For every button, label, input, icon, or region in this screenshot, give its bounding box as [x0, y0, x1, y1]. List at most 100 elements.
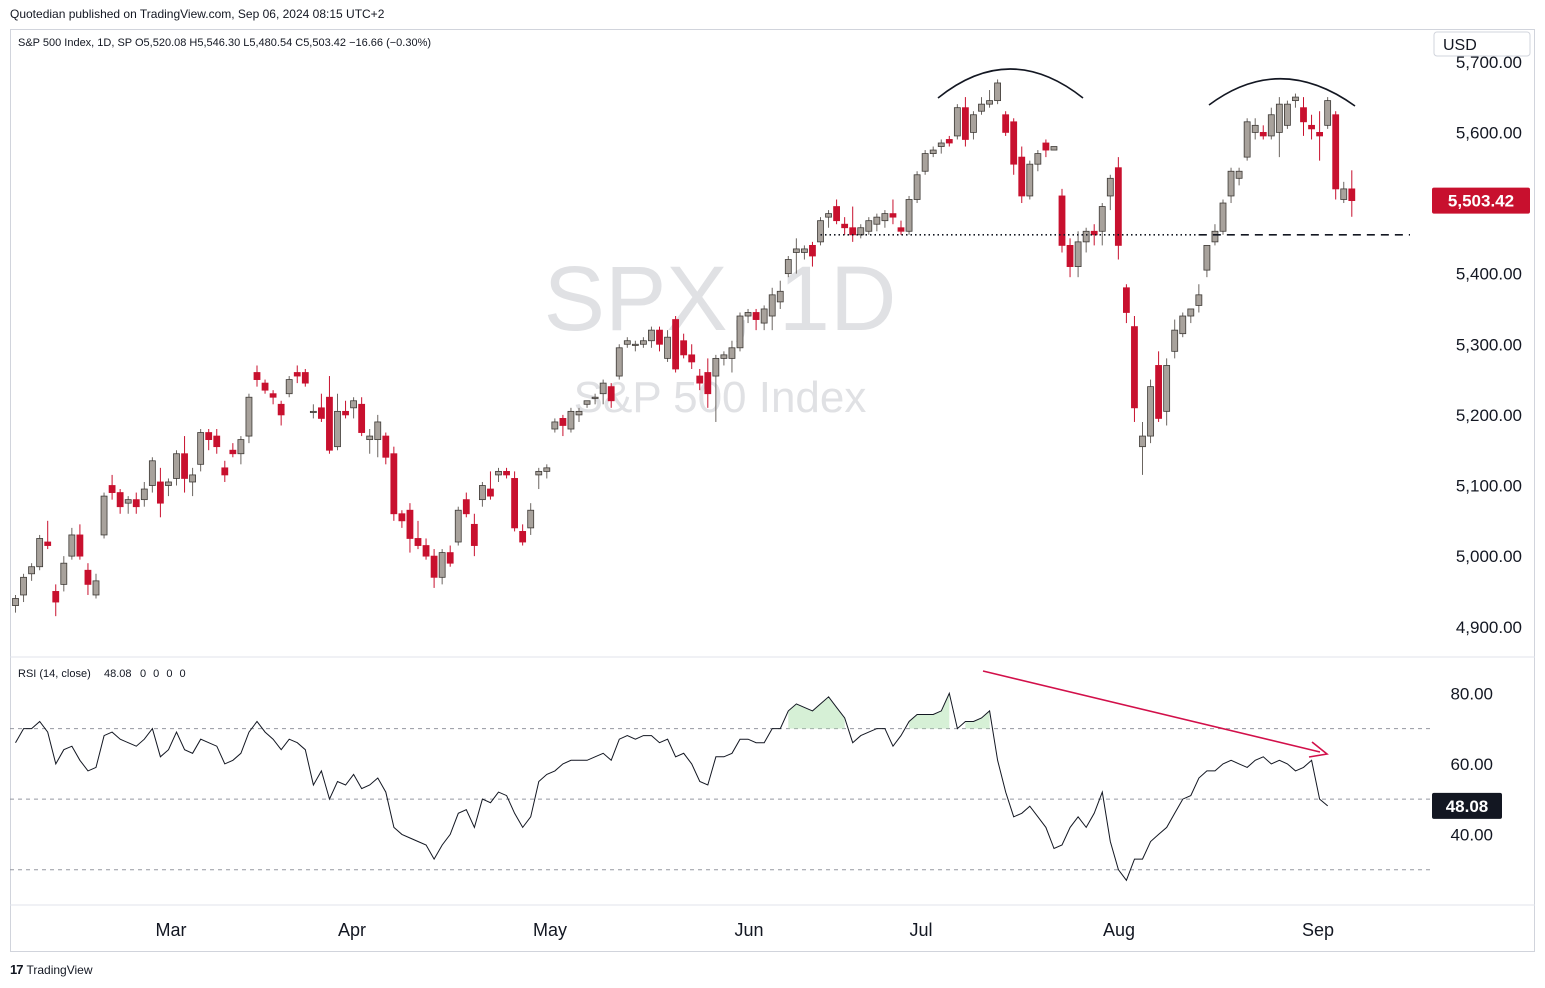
candle — [309, 404, 317, 419]
candle — [1203, 244, 1211, 278]
candle — [784, 255, 792, 278]
candle-body — [527, 509, 535, 529]
candle-body — [358, 403, 366, 433]
candle — [446, 545, 454, 567]
rsi-tick-label: 40.00 — [1450, 825, 1493, 844]
candle-body — [430, 555, 438, 578]
candle — [599, 379, 607, 405]
candle — [430, 549, 438, 588]
chart-frame — [10, 29, 1535, 952]
candle-body — [865, 220, 873, 232]
price-tick-label: 5,700.00 — [1456, 53, 1522, 72]
time-tick-label: Sep — [1302, 920, 1334, 940]
candle — [1050, 146, 1058, 151]
candle — [12, 594, 19, 613]
candle-body — [140, 488, 148, 501]
candle — [221, 460, 229, 482]
candle — [1292, 93, 1299, 108]
candle-body — [656, 329, 663, 345]
candle — [342, 400, 349, 419]
candle-body — [1324, 100, 1332, 126]
candle-body — [1316, 132, 1323, 137]
candle-body — [414, 538, 422, 546]
candle-body — [720, 354, 728, 359]
candle-body — [60, 562, 68, 585]
candle — [1284, 100, 1291, 129]
candle — [591, 393, 599, 405]
candle — [664, 330, 671, 362]
candle-body — [736, 315, 744, 349]
candle-body — [728, 347, 736, 359]
candle-body — [245, 396, 253, 437]
candle — [165, 478, 172, 497]
candle-body — [945, 139, 953, 144]
candle-body — [631, 343, 639, 346]
candle — [1275, 97, 1283, 158]
candle — [1332, 111, 1340, 200]
candle-body — [390, 453, 398, 515]
price-tick-label: 5,200.00 — [1456, 406, 1522, 425]
candle — [1171, 319, 1179, 359]
candle — [1316, 111, 1323, 161]
candle-body — [962, 107, 969, 140]
candle — [519, 524, 527, 546]
candle-body — [913, 174, 921, 200]
candle — [1195, 284, 1203, 313]
candle — [1098, 203, 1106, 246]
candle-body — [1211, 230, 1219, 243]
candle — [849, 206, 857, 242]
candle-body — [181, 453, 188, 479]
candle-body — [148, 460, 156, 486]
candle-body — [1163, 365, 1171, 412]
candle-body — [801, 248, 808, 253]
candle — [334, 393, 341, 451]
candle — [736, 312, 744, 352]
candle — [535, 467, 543, 490]
candle-body — [994, 82, 1001, 102]
candle — [1251, 118, 1259, 140]
candle — [945, 135, 953, 147]
candle-body — [1187, 308, 1195, 317]
candle — [1026, 160, 1034, 200]
candle — [857, 224, 865, 239]
candle-body — [398, 513, 406, 522]
candle-body — [446, 552, 454, 564]
candle — [28, 563, 36, 581]
candle — [1114, 157, 1122, 260]
candle-body — [350, 400, 358, 409]
candle — [607, 383, 615, 408]
price-legend: S&P 500 Index, 1D, SP O5,520.08 H5,546.3… — [18, 37, 431, 49]
currency-badge-box[interactable] — [1433, 31, 1531, 57]
candle — [905, 195, 913, 235]
candle — [1034, 150, 1042, 172]
rsi-value-badge: 48.08 — [1446, 797, 1489, 816]
candle-body — [221, 467, 229, 476]
candle-body — [12, 598, 19, 606]
candle-body — [841, 223, 849, 229]
candle — [213, 429, 221, 454]
candle — [567, 407, 575, 433]
candle — [511, 471, 519, 532]
footer-brand: TradingView — [26, 962, 93, 977]
candle-body — [511, 478, 519, 529]
candle-body — [1275, 103, 1283, 133]
candle-body — [825, 213, 832, 218]
candle — [817, 217, 824, 246]
price-tick-label: 5,000.00 — [1456, 547, 1522, 566]
candle-body — [897, 227, 905, 232]
tradingview-logo-icon: 17 — [10, 962, 24, 977]
candle-body — [1251, 124, 1259, 133]
currency-badge[interactable]: USD — [1443, 37, 1477, 54]
candle — [382, 432, 390, 465]
candle-body — [285, 379, 293, 395]
candle — [656, 326, 663, 352]
candle-body — [1308, 124, 1315, 130]
candle — [503, 467, 510, 479]
candle-body — [1171, 329, 1179, 352]
candle-body — [1227, 170, 1235, 197]
candle — [390, 446, 398, 521]
candle-body — [156, 481, 164, 504]
candle — [495, 467, 502, 482]
candle-body — [132, 499, 140, 508]
